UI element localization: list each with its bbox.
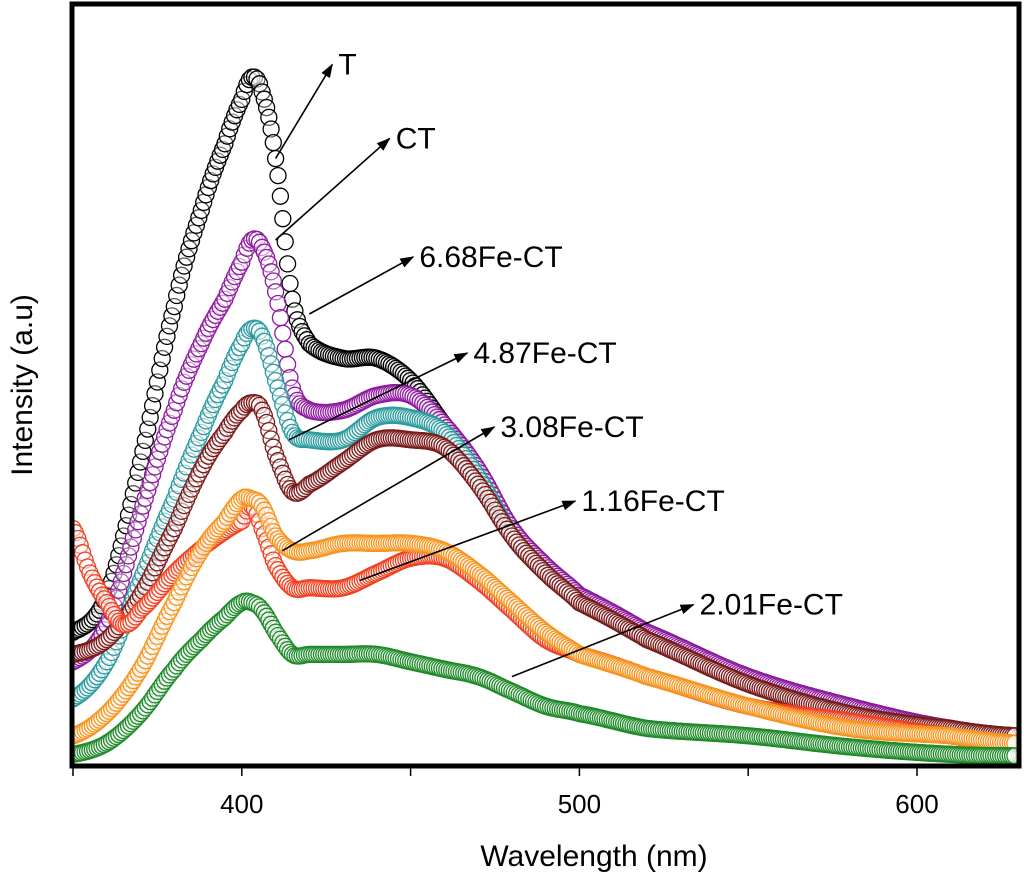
data-point: [160, 317, 179, 335]
annotation-6-68fe-ct: 6.68Fe-CT: [308, 241, 563, 315]
data-point: [158, 421, 176, 439]
x-axis-title: Wavelength (nm): [480, 840, 707, 873]
x-tick-label: 400: [220, 789, 263, 819]
x-tick-label: 600: [895, 789, 938, 819]
annotation-3-08fe-ct: 3.08Fe-CT: [281, 411, 644, 552]
data-point: [281, 274, 299, 293]
data-point: [271, 187, 290, 205]
data-point: [134, 442, 152, 461]
annotation-arrow: [274, 63, 334, 160]
data-point: [271, 309, 290, 327]
data-point: [202, 171, 220, 190]
data-point: [221, 120, 239, 138]
annotation-t: T: [274, 48, 357, 160]
annotation-label: 1.16Fe-CT: [581, 485, 724, 518]
annotation-label: 6.68Fe-CT: [419, 241, 562, 274]
data-point: [168, 286, 186, 305]
annotation-label: T: [338, 48, 356, 81]
data-point: [170, 386, 188, 405]
data-point: [213, 376, 232, 394]
data-point: [199, 319, 218, 338]
annotation-arrow: [275, 137, 391, 241]
data-point: [155, 338, 174, 356]
data-point: [269, 294, 287, 313]
data-point: [129, 463, 147, 482]
annotation-arrow: [308, 256, 415, 315]
annotation-2-01fe-ct: 2.01Fe-CT: [511, 589, 843, 678]
data-point: [158, 327, 176, 346]
annotation-label: 2.01Fe-CT: [700, 589, 843, 622]
data-point: [211, 381, 229, 399]
x-axis: 400 500 600: [72, 768, 939, 819]
series-ct: [74, 230, 1017, 745]
annotation-label: CT: [396, 122, 436, 155]
data-point: [199, 178, 218, 197]
data-point: [248, 70, 266, 88]
series-layer: [74, 68, 1017, 764]
data-point: [269, 166, 287, 185]
series-4-87fe-ct: [74, 394, 1017, 745]
annotation-label: 4.87Fe-CT: [473, 337, 616, 370]
data-point: [276, 340, 294, 358]
data-point: [264, 272, 282, 290]
data-point: [274, 210, 292, 228]
x-tick-label: 500: [558, 789, 601, 819]
annotation-ct: CT: [275, 122, 436, 241]
data-point: [278, 255, 297, 273]
data-point: [165, 297, 183, 316]
annotation-label: 3.08Fe-CT: [500, 411, 643, 444]
data-point: [262, 120, 280, 138]
data-point: [274, 324, 292, 342]
data-point: [264, 133, 282, 152]
data-point: [276, 233, 294, 251]
data-point: [160, 414, 179, 432]
y-axis-title: Intensity (a.u): [6, 294, 39, 476]
data-point: [281, 369, 299, 387]
